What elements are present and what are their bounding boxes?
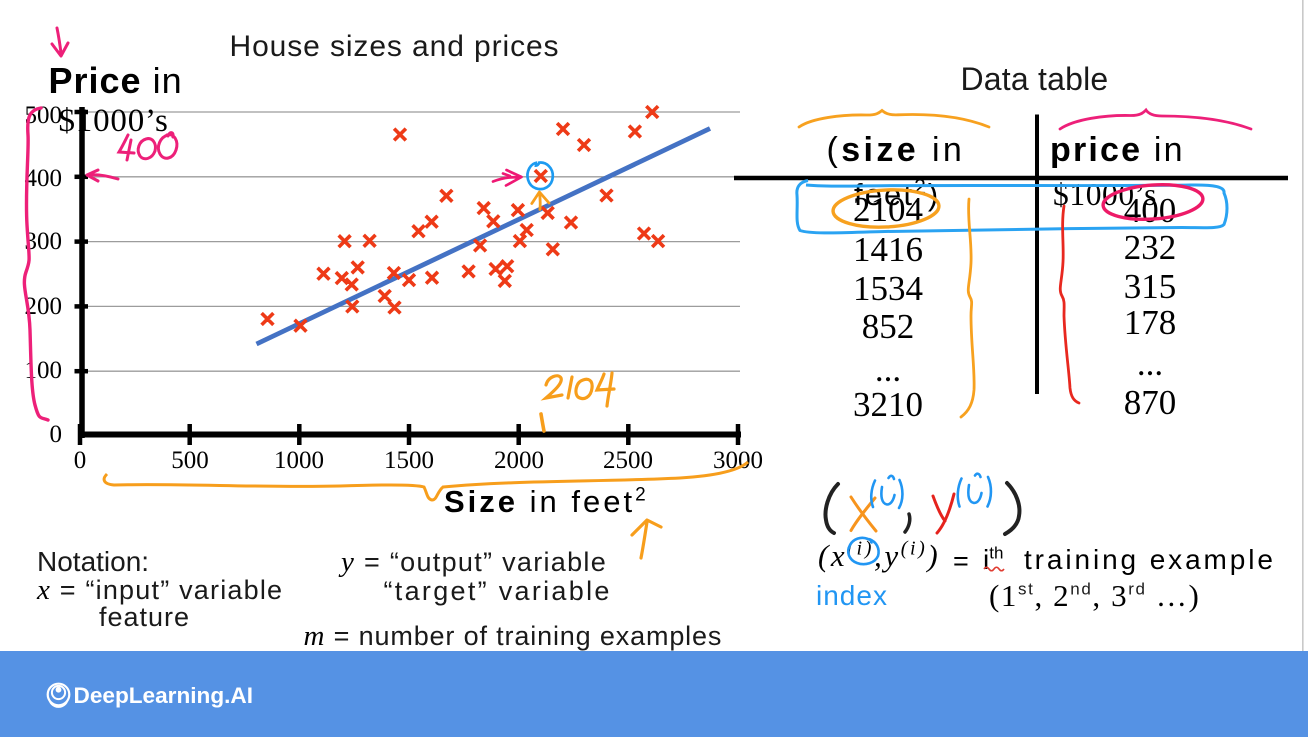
svg-text:DeepLearning.AI: DeepLearning.AI (74, 683, 254, 708)
